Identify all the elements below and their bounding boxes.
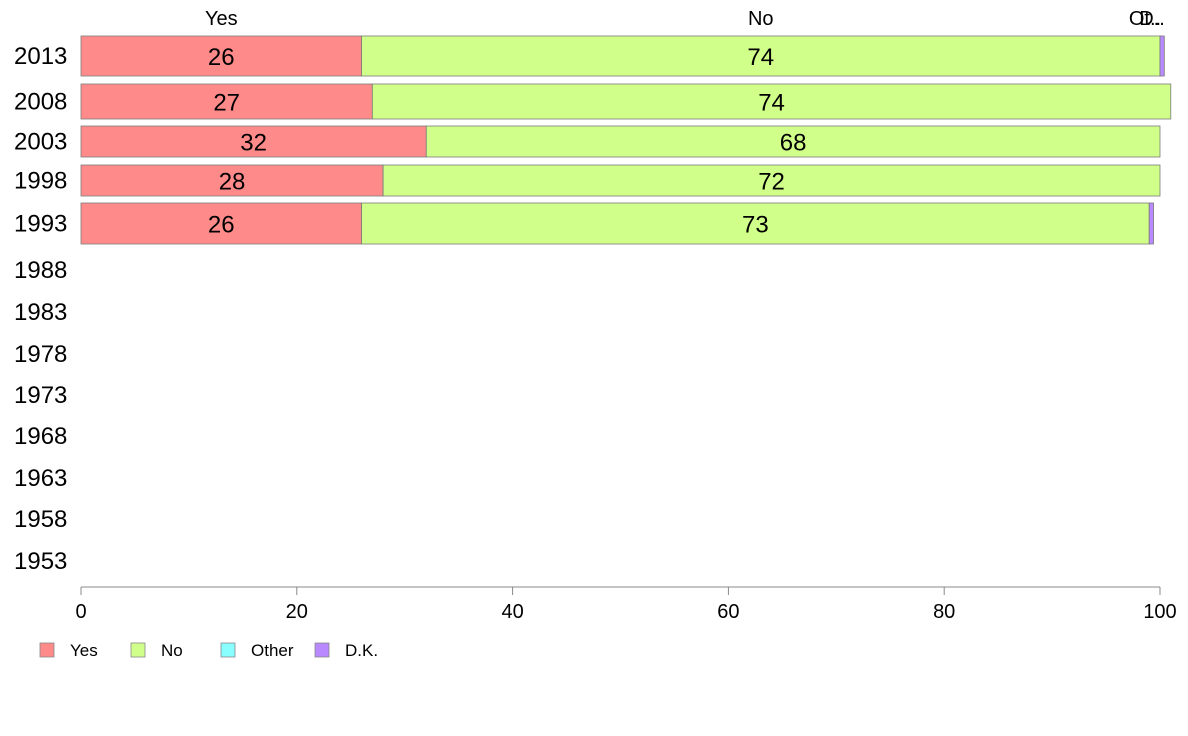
x-tick-label: 40 <box>501 601 523 623</box>
bar-value-label: 32 <box>240 130 267 157</box>
year-label: 1968 <box>14 423 67 450</box>
bar-segment-no <box>361 35 1161 77</box>
year-label: 1963 <box>14 465 67 492</box>
bar-segment-no <box>361 202 1150 245</box>
bar-segment-no <box>371 83 1172 120</box>
bar-value-label: 68 <box>780 130 807 157</box>
year-label: 1988 <box>14 257 67 284</box>
year-axis-labels: 2013 2008 2003 1998 1993 1988 1983 1978 1973 1968… <box>14 43 67 575</box>
x-axis: 0 20 40 60 80 100 <box>75 586 1177 623</box>
x-tick-label: 60 <box>717 601 739 623</box>
bar-segment-dk <box>1148 202 1154 245</box>
x-tick-label: 100 <box>1143 601 1176 623</box>
legend-label: Yes <box>70 641 98 660</box>
legend-label: Other <box>251 641 294 660</box>
legend-swatch-other <box>220 642 236 658</box>
bar-value-label: 72 <box>758 169 785 196</box>
year-label: 1993 <box>14 211 67 238</box>
bar-value-label: 73 <box>742 212 769 239</box>
year-label: 1958 <box>14 506 67 533</box>
bars: 26 74 27 74 32 68 28 72 26 73 <box>80 35 1172 245</box>
column-header-yes: Yes <box>205 8 238 30</box>
legend-swatch-no <box>130 642 146 658</box>
year-label: 2008 <box>14 89 67 116</box>
bar-value-label: 74 <box>747 44 774 71</box>
column-header-other: Ot.. <box>1129 8 1161 30</box>
year-label: 2013 <box>14 43 67 70</box>
bar-value-label: 26 <box>208 44 235 71</box>
column-header-dk: D.. <box>1139 8 1165 30</box>
year-label: 1953 <box>14 548 67 575</box>
year-label: 1983 <box>14 299 67 326</box>
legend: Yes No Other D.K. <box>39 641 378 660</box>
legend-swatch-yes <box>39 642 55 658</box>
year-label: 1998 <box>14 168 67 195</box>
legend-label: D.K. <box>345 641 378 660</box>
bar-segment-yes <box>80 125 427 158</box>
bar-value-label: 28 <box>219 169 246 196</box>
x-tick-label: 0 <box>75 601 86 623</box>
legend-label: No <box>161 641 183 660</box>
bar-value-label: 27 <box>213 90 240 117</box>
year-label: 1978 <box>14 341 67 368</box>
bar-segment-dk <box>1159 35 1165 77</box>
x-tick-label: 80 <box>933 601 955 623</box>
bar-segment-no <box>382 164 1161 197</box>
bar-segment-yes <box>80 164 384 197</box>
bar-segment-yes <box>80 202 362 245</box>
x-tick-label: 20 <box>286 601 308 623</box>
column-header-labels: Yes No Ot..D.. <box>205 8 1165 30</box>
column-header-no: No <box>748 8 774 30</box>
year-label: 1973 <box>14 382 67 409</box>
bar-value-label: 74 <box>758 90 785 117</box>
bar-value-label: 26 <box>208 212 235 239</box>
legend-swatch-dk <box>314 642 330 658</box>
bar-segment-no <box>425 125 1161 158</box>
year-label: 2003 <box>14 129 67 156</box>
